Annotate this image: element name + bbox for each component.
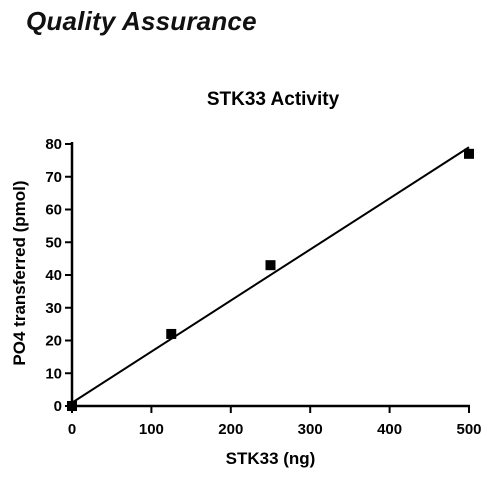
data-point-0-3 [464, 148, 474, 159]
page-heading: Quality Assurance [26, 6, 257, 36]
x-tick-label-0: 0 [68, 421, 76, 438]
data-point-0-0 [67, 401, 77, 411]
y-tick-label-30: 30 [45, 300, 62, 317]
data-point-0-2 [265, 260, 276, 271]
chart-title: STK33 Activity [206, 89, 340, 110]
y-tick-label-0: 0 [54, 398, 62, 415]
x-tick-label-200: 200 [218, 421, 243, 438]
y-tick-label-70: 70 [45, 169, 62, 186]
x-tick-label-400: 400 [377, 421, 402, 438]
fit-line [71, 146, 470, 404]
x-tick-label-500: 500 [456, 421, 481, 438]
y-tick-label-40: 40 [45, 267, 62, 284]
y-tick-label-10: 10 [45, 365, 62, 382]
x-axis-label: STK33 (ng) [225, 449, 316, 468]
y-tick-label-80: 80 [45, 136, 62, 153]
y-tick-label-20: 20 [45, 333, 62, 350]
data-point-0-1 [166, 328, 177, 339]
x-tick-label-100: 100 [139, 421, 164, 438]
y-tick-label-60: 60 [45, 202, 62, 219]
y-tick-label-50: 50 [45, 234, 62, 251]
x-tick-label-300: 300 [298, 421, 323, 438]
